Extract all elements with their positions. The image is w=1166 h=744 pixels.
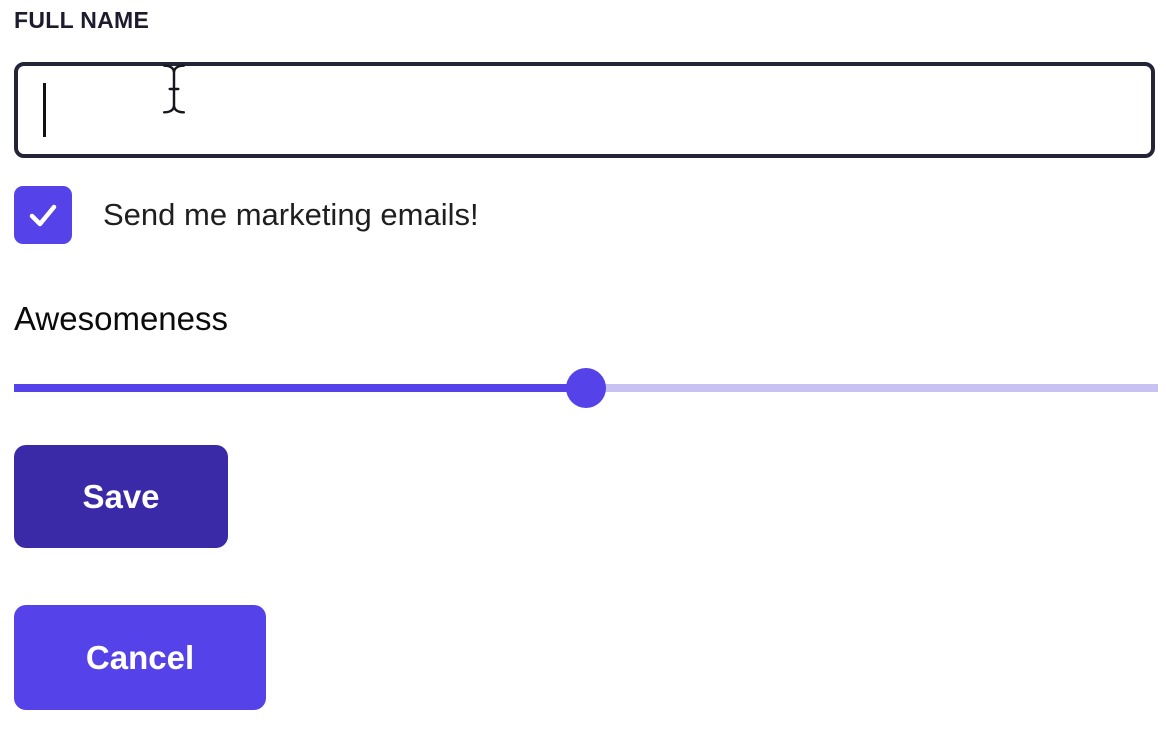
awesomeness-slider-label: Awesomeness bbox=[14, 300, 229, 337]
marketing-checkbox-row: Send me marketing emails! bbox=[14, 186, 479, 244]
awesomeness-slider[interactable] bbox=[14, 368, 1158, 408]
marketing-checkbox-label: Send me marketing emails! bbox=[103, 197, 479, 232]
check-icon bbox=[29, 204, 57, 227]
full-name-input[interactable] bbox=[14, 62, 1155, 158]
full-name-label: FULL NAME bbox=[14, 7, 150, 33]
save-button[interactable]: Save bbox=[14, 445, 228, 548]
slider-fill bbox=[14, 384, 586, 392]
cancel-button[interactable]: Cancel bbox=[14, 605, 266, 710]
marketing-checkbox[interactable] bbox=[14, 186, 72, 244]
text-caret bbox=[43, 83, 46, 137]
slider-thumb[interactable] bbox=[566, 368, 606, 408]
